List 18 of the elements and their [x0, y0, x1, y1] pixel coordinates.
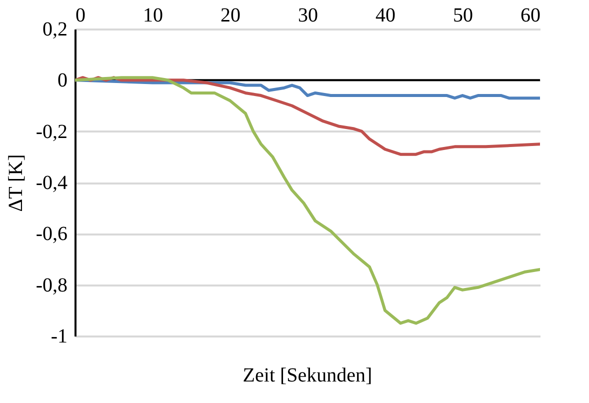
y-tick-label: -0,4	[36, 172, 68, 194]
x-tick-label: 30	[298, 4, 318, 26]
y-axis-title: ΔT [K]	[4, 154, 27, 212]
x-tick-label: 50	[453, 4, 473, 26]
y-tick-label: 0,2	[42, 18, 68, 40]
x-tick-label: 0	[76, 4, 86, 26]
x-axis-title: Zeit [Sekunden]	[242, 364, 372, 386]
x-tick-label: 20	[220, 4, 240, 26]
x-tick-label: 10	[143, 4, 163, 26]
y-tick-label: -0,8	[36, 274, 68, 296]
y-tick-label: -1	[50, 326, 68, 348]
x-tick-label: 40	[376, 4, 396, 26]
y-tick-label: -0,2	[36, 120, 68, 143]
y-tick-label: 0	[58, 70, 68, 92]
x-tick-label: 60	[520, 4, 540, 26]
y-tick-label: -0,6	[36, 223, 68, 246]
line-series	[75, 78, 540, 100]
line-series	[75, 76, 540, 325]
